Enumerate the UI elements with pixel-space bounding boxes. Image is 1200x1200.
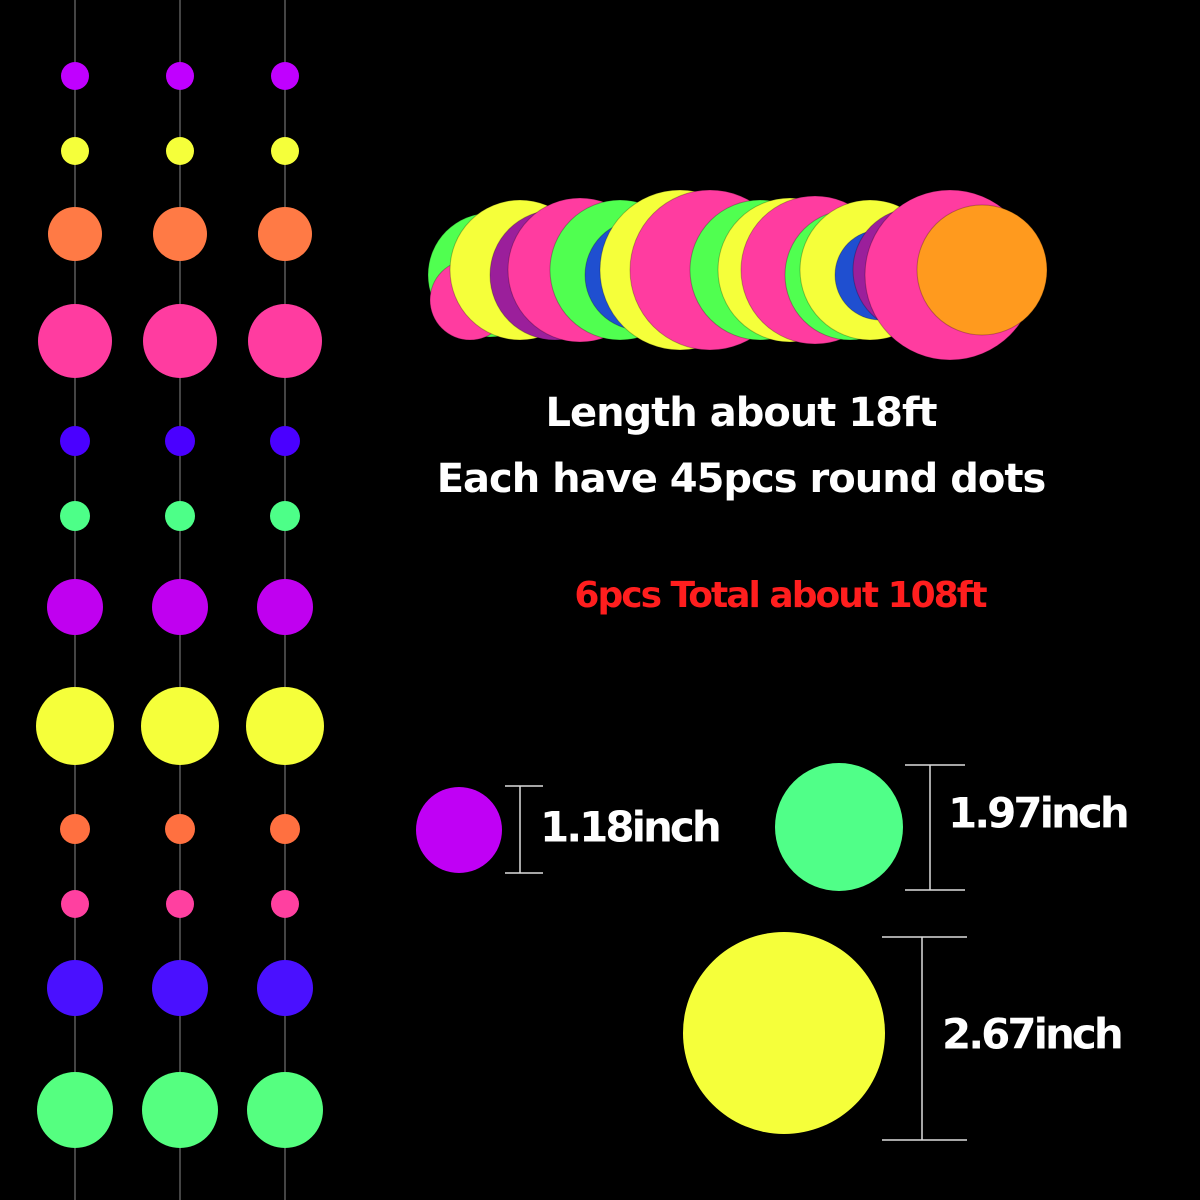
garland-dot bbox=[47, 960, 103, 1016]
dot-garlands bbox=[36, 0, 324, 1200]
garland-dot bbox=[153, 207, 207, 261]
garland-dot bbox=[247, 1072, 323, 1148]
garland-dot bbox=[36, 687, 114, 765]
garland-dot bbox=[47, 579, 103, 635]
garland-dot bbox=[61, 137, 89, 165]
small-dot bbox=[416, 787, 502, 873]
garland-dot bbox=[270, 501, 300, 531]
garland-dot bbox=[166, 137, 194, 165]
bundle-dot bbox=[916, 204, 1048, 336]
size-label: 2.67inch bbox=[942, 1010, 1121, 1059]
garland-dot bbox=[257, 960, 313, 1016]
garland-dot bbox=[142, 1072, 218, 1148]
headline-line: Each have 45pcs round dots bbox=[437, 456, 1046, 502]
garland-dot bbox=[60, 426, 90, 456]
garland-dot bbox=[143, 304, 217, 378]
garland-dot bbox=[152, 579, 208, 635]
garland-dot bbox=[270, 426, 300, 456]
garland-dot bbox=[165, 426, 195, 456]
garland-dot bbox=[166, 890, 194, 918]
garland-dot bbox=[271, 62, 299, 90]
garland-dot bbox=[61, 890, 89, 918]
garland-dot bbox=[165, 501, 195, 531]
total-note: 6pcs Total about 108ft bbox=[574, 575, 987, 616]
garland-dot bbox=[61, 62, 89, 90]
garland-bundle bbox=[427, 189, 1048, 361]
garland-dot bbox=[270, 814, 300, 844]
garland-dot bbox=[248, 304, 322, 378]
garland-dot bbox=[141, 687, 219, 765]
garland-dot bbox=[271, 137, 299, 165]
garland-dot bbox=[48, 207, 102, 261]
large-dot bbox=[683, 932, 885, 1134]
garland-dot bbox=[271, 890, 299, 918]
garland-dot bbox=[37, 1072, 113, 1148]
garland-dot bbox=[258, 207, 312, 261]
garland-dot bbox=[38, 304, 112, 378]
size-label: 1.97inch bbox=[948, 789, 1127, 838]
medium-dot bbox=[775, 763, 903, 891]
garland-dot bbox=[165, 814, 195, 844]
garland-dot bbox=[152, 960, 208, 1016]
garland-dot bbox=[257, 579, 313, 635]
size-label: 1.18inch bbox=[540, 803, 719, 852]
garland-dot bbox=[60, 501, 90, 531]
garland-dot bbox=[166, 62, 194, 90]
garland-dot bbox=[60, 814, 90, 844]
headline-line: Length about 18ft bbox=[545, 390, 937, 436]
garland-dot bbox=[246, 687, 324, 765]
